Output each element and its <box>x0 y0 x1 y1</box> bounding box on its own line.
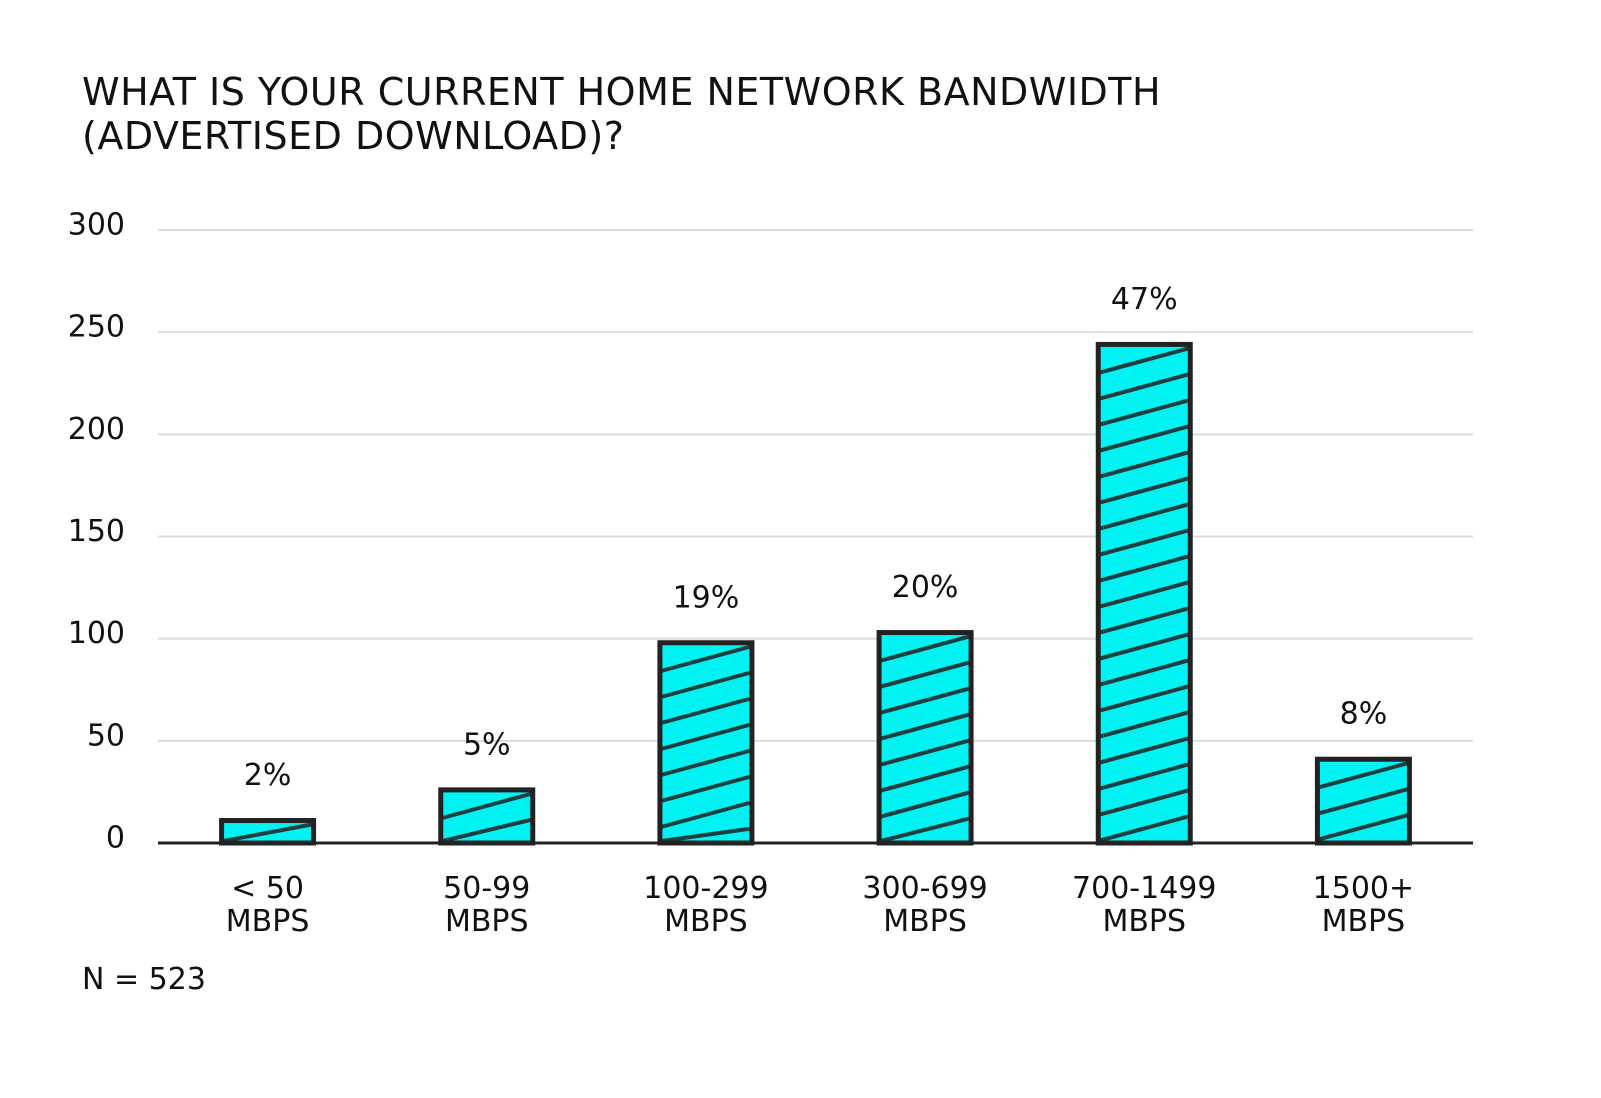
hatch <box>880 634 970 663</box>
hatch <box>1099 736 1189 765</box>
y-tick-label: 0 <box>106 821 125 856</box>
hatch <box>1099 398 1189 427</box>
hatch <box>880 738 970 767</box>
hatch <box>1099 814 1189 843</box>
data-label: 19% <box>673 580 740 615</box>
chart-title: WHAT IS YOUR CURRENT HOME NETWORK BANDWI… <box>82 70 1162 158</box>
x-tick-line: MBPS <box>226 904 310 939</box>
hatch <box>1318 761 1408 790</box>
hatch <box>1099 346 1189 375</box>
y-tick-label: 150 <box>68 514 125 549</box>
hatch <box>1099 580 1189 609</box>
x-tick-label: 700-1499 MBPS <box>1072 871 1216 939</box>
x-tick-line: MBPS <box>1322 904 1406 939</box>
x-tick-line: MBPS <box>445 904 529 939</box>
hatch <box>661 774 751 803</box>
hatch <box>880 764 970 793</box>
x-tick-label: 300-699 MBPS <box>862 871 987 939</box>
x-tick-line: 300-699 <box>862 871 987 906</box>
hatch <box>1099 450 1189 479</box>
hatch <box>661 748 751 777</box>
data-label: 8% <box>1340 697 1388 732</box>
hatch <box>223 822 312 843</box>
x-tick-line: MBPS <box>664 904 748 939</box>
hatch <box>661 800 751 829</box>
x-tick-label: 100-299 MBPS <box>643 871 768 939</box>
sample-note: N = 523 <box>82 962 206 997</box>
hatch <box>661 670 751 699</box>
y-tick-label: 300 <box>68 208 125 243</box>
hatch <box>661 826 751 843</box>
y-tick-label: 250 <box>68 310 125 345</box>
hatch <box>661 644 751 673</box>
hatch <box>1099 372 1189 401</box>
hatch <box>1099 762 1189 791</box>
data-label: 20% <box>892 570 959 605</box>
data-label: 2% <box>244 758 292 793</box>
hatch <box>880 790 970 819</box>
hatch <box>1099 554 1189 583</box>
x-tick-line: 700-1499 <box>1072 871 1216 906</box>
hatch <box>1099 424 1189 453</box>
hatch <box>1099 658 1189 687</box>
x-tick-label: 50-99 MBPS <box>443 871 530 939</box>
hatch <box>880 686 970 715</box>
hatch <box>661 696 751 725</box>
x-tick-line: < 50 <box>231 871 304 906</box>
x-tick-line: MBPS <box>1102 904 1186 939</box>
x-tick-line: MBPS <box>883 904 967 939</box>
x-tick-line: 100-299 <box>643 871 768 906</box>
hatch <box>880 816 970 843</box>
x-tick-line: 50-99 <box>443 871 530 906</box>
hatch <box>1099 788 1189 817</box>
x-tick-label: < 50 MBPS <box>226 871 310 939</box>
data-label: 47% <box>1111 282 1178 317</box>
hatch <box>1099 502 1189 531</box>
hatch <box>1099 684 1189 713</box>
y-tick-label: 200 <box>68 412 125 447</box>
hatch <box>661 722 751 751</box>
hatch <box>442 791 532 820</box>
data-label: 5% <box>463 727 511 762</box>
hatch <box>1318 787 1408 816</box>
hatch <box>442 817 532 843</box>
hatch <box>1099 528 1189 557</box>
hatch <box>1099 476 1189 505</box>
hatch <box>1099 710 1189 739</box>
hatch <box>880 660 970 689</box>
x-tick-line: 1500+ <box>1313 871 1414 906</box>
hatch <box>1099 632 1189 661</box>
hatch <box>1099 606 1189 635</box>
y-tick-label: 100 <box>68 616 125 651</box>
x-tick-label: 1500+ MBPS <box>1313 871 1414 939</box>
hatch <box>880 712 970 741</box>
y-tick-label: 50 <box>87 718 125 753</box>
hatch <box>1318 813 1408 842</box>
